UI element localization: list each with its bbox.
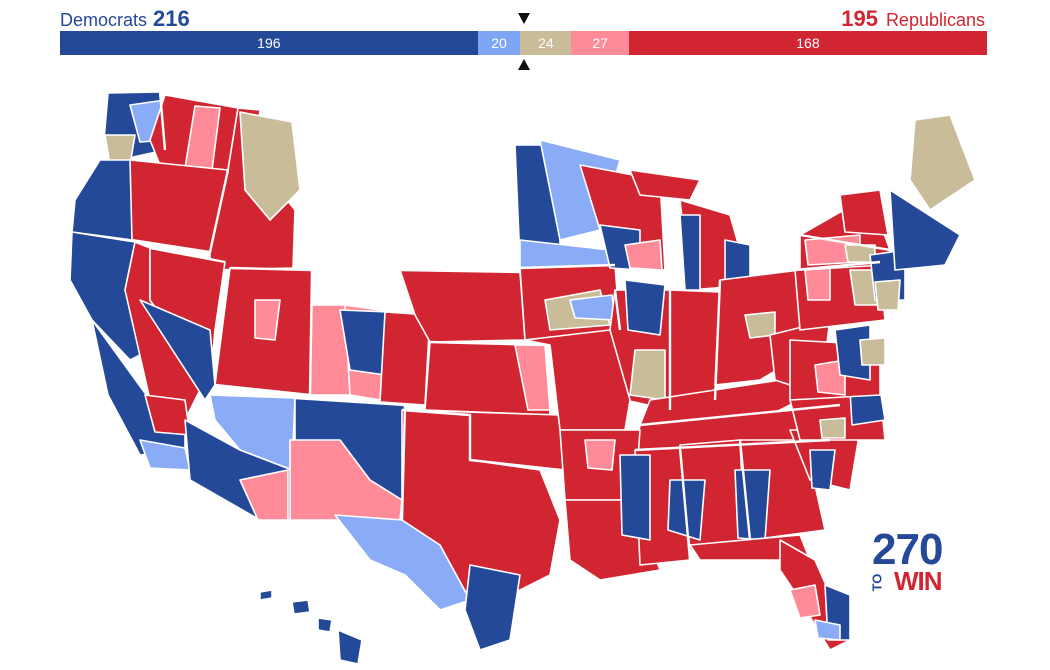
region-new-england[interactable] — [889, 189, 961, 271]
region-new-jersey-tossup[interactable] — [874, 279, 901, 311]
region-maine[interactable] — [909, 114, 976, 211]
region-hawaii-4[interactable] — [337, 629, 363, 665]
region-georgia-atl[interactable] — [734, 469, 771, 541]
region-virginia-tossup[interactable] — [859, 337, 886, 366]
header: Democrats 216 195 Republicans 196 20 24 27 168 — [0, 0, 1050, 70]
region-michigan-upper[interactable] — [629, 169, 701, 201]
region-florida-tampa[interactable] — [789, 584, 821, 619]
region-wisconsin-east[interactable] — [624, 239, 663, 271]
region-illinois-chicago[interactable] — [624, 279, 666, 336]
region-utah-slc[interactable] — [254, 299, 281, 341]
region-sc-charleston[interactable] — [809, 449, 836, 491]
logo-win: WIN — [894, 566, 943, 596]
region-virginia-north[interactable] — [834, 324, 871, 381]
region-hawaii-3[interactable] — [317, 617, 333, 633]
logo-number: 270 — [872, 525, 943, 574]
seat-segment-safe_rep[interactable]: 168 — [628, 31, 987, 55]
region-nc-tossup[interactable] — [819, 417, 846, 439]
region-mississippi-delta[interactable] — [619, 454, 651, 541]
region-hawaii-2[interactable] — [291, 599, 311, 615]
region-minnesota-south[interactable] — [519, 239, 611, 269]
seat-segment-safe_dem[interactable]: 196 — [60, 31, 478, 55]
seat-segment-lean_dem[interactable]: 20 — [477, 31, 521, 55]
republicans-summary: 195 Republicans — [841, 6, 985, 32]
democrats-total: 216 — [153, 6, 190, 31]
democrats-label: Democrats — [60, 10, 148, 30]
region-hawaii-1[interactable] — [259, 589, 273, 601]
region-virginia-south[interactable] — [814, 359, 846, 396]
majority-marker-top-icon — [518, 13, 530, 24]
region-iowa-cedar[interactable] — [569, 294, 616, 321]
democrats-summary: Democrats 216 — [60, 6, 190, 32]
house-district-map[interactable] — [0, 80, 1050, 670]
seat-segment-lean_rep[interactable]: 27 — [571, 31, 629, 55]
region-florida-south[interactable] — [814, 619, 841, 641]
region-illinois-central[interactable] — [629, 349, 666, 401]
region-montana-west[interactable] — [239, 111, 301, 221]
majority-marker-bottom-icon — [518, 59, 530, 70]
logo-to: TO — [869, 573, 885, 592]
republicans-label: Republicans — [885, 10, 985, 30]
region-arizona-phx[interactable] — [239, 469, 289, 521]
logo-270towin: 270 TO WIN — [869, 525, 952, 598]
seat-totals-bar: 196 20 24 27 168 — [60, 31, 987, 55]
region-michigan-west[interactable] — [679, 214, 701, 291]
republicans-total: 195 — [841, 6, 878, 31]
region-texas-houston[interactable] — [464, 564, 521, 651]
seat-segment-tossup[interactable]: 24 — [520, 31, 572, 55]
region-vermont-nh[interactable] — [839, 189, 889, 236]
region-pa-lean-rep[interactable] — [804, 267, 831, 301]
region-arkansas-lr[interactable] — [584, 439, 616, 471]
